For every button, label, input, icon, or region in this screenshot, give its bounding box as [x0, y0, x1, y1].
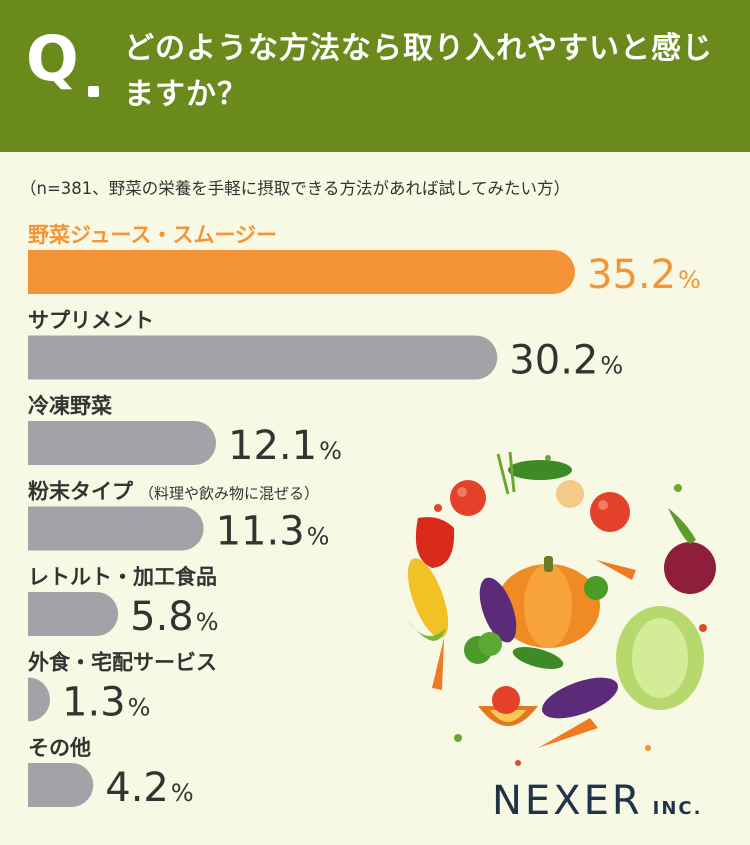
category-label: その他 [28, 736, 91, 760]
q-dot-decoration [88, 86, 99, 97]
value-label: 11.3% [216, 509, 330, 555]
value-label: 1.3% [62, 680, 150, 726]
question-text: どのような方法なら取り入れやすいと感じますか？ [124, 31, 713, 112]
bar [28, 335, 498, 380]
value-label: 4.2% [105, 765, 193, 811]
chart-subtitle: （n=381、野菜の栄養を手軽に摂取できる方法があれば試してみたい方） [20, 179, 570, 198]
value-label: 35.2% [587, 252, 701, 298]
category-label: 野菜ジュース・スムージー [28, 223, 277, 247]
bar [28, 421, 217, 465]
bar [28, 592, 119, 636]
vegetable-icon [406, 451, 716, 766]
vegetable-circle-illustration [406, 451, 716, 766]
bar [28, 250, 575, 294]
bar [28, 506, 204, 551]
question-header: Q どのような方法なら取り入れやすいと感じますか？ [0, 0, 750, 152]
category-label: 冷凍野菜 [28, 394, 112, 418]
category-label: 外食・宅配サービス [28, 651, 217, 675]
category-label: 粉末タイプ （料理や飲み物に混ぜる） [28, 480, 319, 504]
value-label: 12.1% [228, 423, 342, 469]
logo-suffix: INC. [652, 798, 703, 819]
company-logo: NEXER INC. [492, 778, 702, 824]
category-label: レトルト・加工食品 [28, 565, 217, 589]
bar [28, 763, 94, 807]
value-label: 30.2% [509, 338, 623, 384]
q-mark: Q [26, 22, 79, 95]
bar [28, 677, 50, 722]
logo-name: NEXER [492, 778, 643, 824]
category-label: サプリメント [28, 309, 154, 333]
value-label: 5.8% [130, 594, 218, 640]
